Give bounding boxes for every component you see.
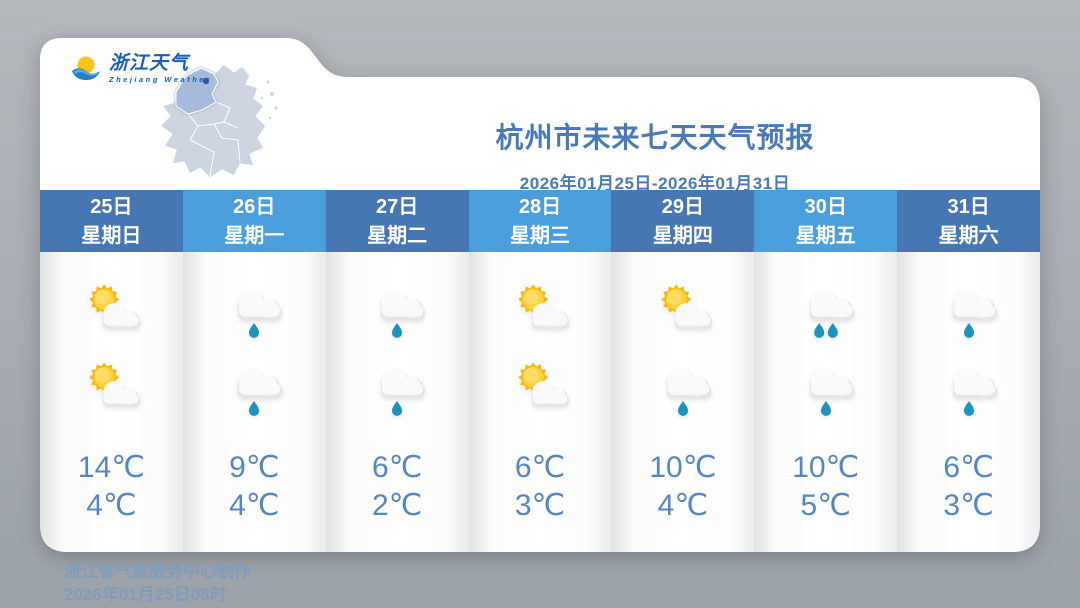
- day-header-cell: 27日 星期二: [325, 190, 469, 252]
- header-date: 31日: [947, 195, 990, 218]
- weather-icon-partly-cloudy: [80, 357, 142, 419]
- forecast-day-column: 14℃ 4℃: [40, 252, 183, 552]
- low-temperature: 3℃: [514, 489, 566, 522]
- high-temperature: 6℃: [514, 451, 566, 484]
- weather-icon-rain-1: [938, 279, 1000, 341]
- logo-title: 浙江天气: [109, 53, 190, 74]
- forecast-day-column: 6℃ 2℃: [325, 252, 469, 552]
- weather-icon-rain-1: [223, 279, 285, 341]
- day-header-cell: 26日 星期一: [182, 190, 326, 252]
- header-weekday: 星期日: [81, 224, 142, 247]
- footer-issue-time: 2026年01月25日08时: [64, 585, 227, 604]
- hangzhou-location-marker: [202, 77, 210, 85]
- weather-icon-partly-cloudy: [509, 279, 571, 341]
- day-header-row: 25日 星期日 26日 星期一 27日 星期二 28日 星期三 29日 星期四 …: [40, 190, 1040, 252]
- header-date: 27日: [376, 195, 419, 218]
- header-weekday: 星期五: [795, 224, 856, 247]
- date-range: 2026年01月25日-2026年01月31日: [519, 174, 791, 193]
- header-date: 25日: [90, 195, 133, 218]
- low-temperature: 5℃: [800, 489, 851, 522]
- weather-icon-rain-2: [795, 279, 857, 341]
- header-weekday: 星期三: [510, 224, 570, 247]
- forecast-day-column: 6℃ 3℃: [468, 252, 612, 552]
- high-temperature: 14℃: [77, 451, 145, 484]
- header-date: 28日: [518, 195, 562, 218]
- forecast-table: 25日 星期日 26日 星期一 27日 星期二 28日 星期三 29日 星期四 …: [40, 190, 1040, 552]
- high-temperature: 10℃: [792, 451, 860, 484]
- header-weekday: 星期一: [224, 224, 285, 247]
- day-header-cell: 25日 星期日: [40, 190, 183, 252]
- header-date: 29日: [661, 195, 704, 218]
- weather-icon-rain-1: [652, 357, 714, 419]
- header-date: 26日: [233, 195, 276, 218]
- high-temperature: 9℃: [229, 451, 280, 484]
- forecast-day-column: 9℃ 4℃: [182, 252, 326, 552]
- low-temperature: 4℃: [229, 489, 280, 522]
- sun-wave-logo-icon: [72, 56, 100, 80]
- weather-icon-partly-cloudy: [652, 279, 714, 341]
- weather-icon-rain-1: [938, 357, 1000, 419]
- weather-icon-rain-1: [366, 279, 428, 341]
- day-header-cell: 30日 星期五: [754, 190, 898, 252]
- forecast-day-column: 6℃ 3℃: [897, 252, 1040, 552]
- zhejiang-weather-logo: 浙江天气 Zhejiang Weather: [70, 54, 211, 86]
- header-weekday: 星期六: [938, 224, 999, 247]
- weather-icon-rain-1: [223, 357, 285, 419]
- footer-credit: 浙江省气象服务中心制作 2026年01月25日08时: [64, 560, 251, 606]
- low-temperature: 3℃: [943, 489, 994, 522]
- weather-icon-partly-cloudy: [80, 279, 142, 341]
- header-weekday: 星期四: [652, 224, 713, 247]
- day-header-cell: 29日 星期四: [611, 190, 755, 252]
- forecast-day-column: 10℃ 5℃: [754, 252, 898, 552]
- low-temperature: 2℃: [371, 489, 423, 522]
- low-temperature: 4℃: [86, 489, 137, 522]
- zhejiang-province-map: [146, 54, 288, 193]
- weather-icon-rain-1: [366, 357, 428, 419]
- forecast-day-column: 10℃ 4℃: [611, 252, 755, 552]
- forecast-columns: 14℃ 4℃ 9℃ 4℃ 6℃ 2℃ 6℃ 3: [40, 252, 1040, 552]
- high-temperature: 6℃: [943, 451, 994, 484]
- logo-subtitle: Zhejiang Weather: [109, 75, 212, 84]
- header-date: 30日: [804, 195, 847, 218]
- weather-icon-partly-cloudy: [509, 357, 571, 419]
- day-header-cell: 28日 星期三: [468, 190, 612, 252]
- high-temperature: 10℃: [649, 451, 717, 484]
- footer-producer: 浙江省气象服务中心制作: [64, 562, 251, 581]
- low-temperature: 4℃: [657, 489, 709, 522]
- day-header-cell: 31日 星期六: [897, 190, 1040, 252]
- weather-icon-rain-1: [795, 357, 857, 419]
- page-title: 杭州市未来七天天气预报: [495, 122, 815, 153]
- high-temperature: 6℃: [371, 451, 423, 484]
- header-weekday: 星期二: [367, 224, 428, 247]
